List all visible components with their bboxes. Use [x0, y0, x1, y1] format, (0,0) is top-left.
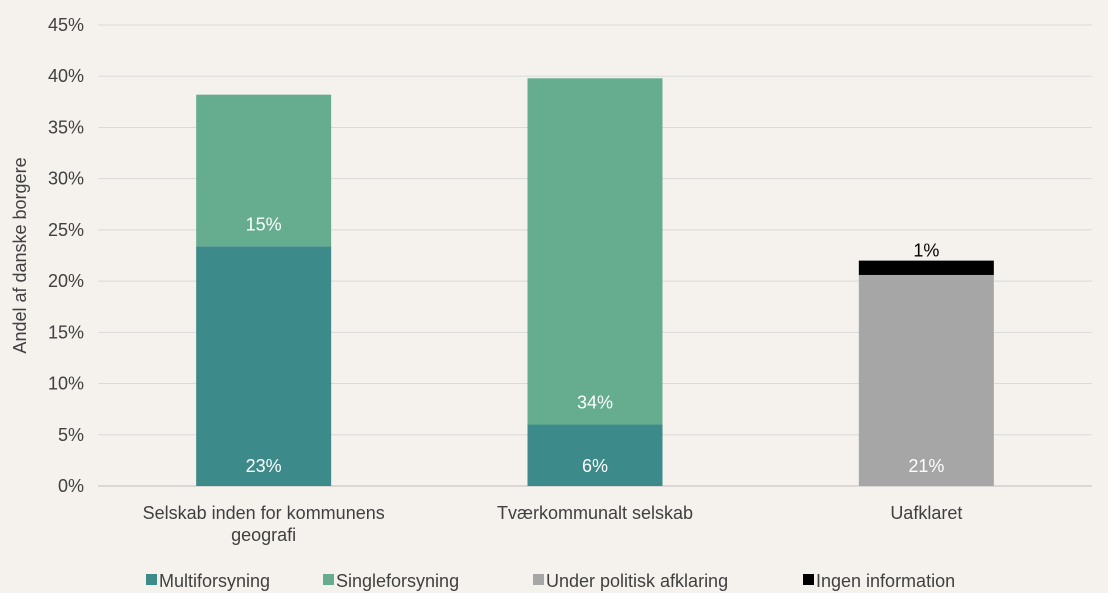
y-tick-label: 15% — [48, 322, 84, 342]
legend-swatch — [323, 574, 334, 585]
data-label: 15% — [246, 214, 282, 234]
x-category-label: Tværkommunalt selskab — [497, 503, 693, 523]
y-axis-label: Andel af danske borgere — [10, 157, 30, 353]
x-category-label: Uafklaret — [890, 503, 962, 523]
x-category-label: geografi — [231, 525, 296, 545]
y-tick-label: 35% — [48, 117, 84, 137]
bar-segment — [858, 274, 994, 486]
legend-swatch — [803, 574, 814, 585]
y-tick-label: 40% — [48, 66, 84, 86]
bar-segment — [196, 94, 332, 247]
y-tick-label: 30% — [48, 169, 84, 189]
data-label: 23% — [246, 456, 282, 476]
legend-label: Multiforsyning — [159, 571, 270, 591]
x-category-label: Selskab inden for kommunens — [143, 503, 385, 523]
y-tick-label: 10% — [48, 374, 84, 394]
y-tick-label: 20% — [48, 271, 84, 291]
legend-label: Ingen information — [816, 571, 955, 591]
bars — [196, 78, 994, 486]
data-label: 21% — [908, 456, 944, 476]
bar-segment — [196, 246, 332, 486]
bar-segment — [527, 424, 663, 486]
legend-label: Under politisk afklaring — [546, 571, 728, 591]
bar-segment — [858, 260, 994, 275]
data-labels: 23% 15% 6% 34% 21% 1% — [246, 214, 945, 476]
y-tick-label: 0% — [58, 476, 84, 496]
data-label: 6% — [582, 456, 608, 476]
legend-label: Singleforsyning — [336, 571, 459, 591]
legend: Multiforsyning Singleforsyning Under polit… — [146, 571, 955, 591]
y-axis-ticks: 0% 5% 10% 15% 20% 25% 30% 35% 40% 45% — [48, 15, 84, 496]
legend-swatch — [533, 574, 544, 585]
data-label: 1% — [913, 241, 939, 261]
y-tick-label: 5% — [58, 425, 84, 445]
y-tick-label: 45% — [48, 15, 84, 35]
y-tick-label: 25% — [48, 220, 84, 240]
legend-swatch — [146, 574, 157, 585]
data-label: 34% — [577, 393, 613, 413]
bar-segment — [527, 78, 663, 425]
